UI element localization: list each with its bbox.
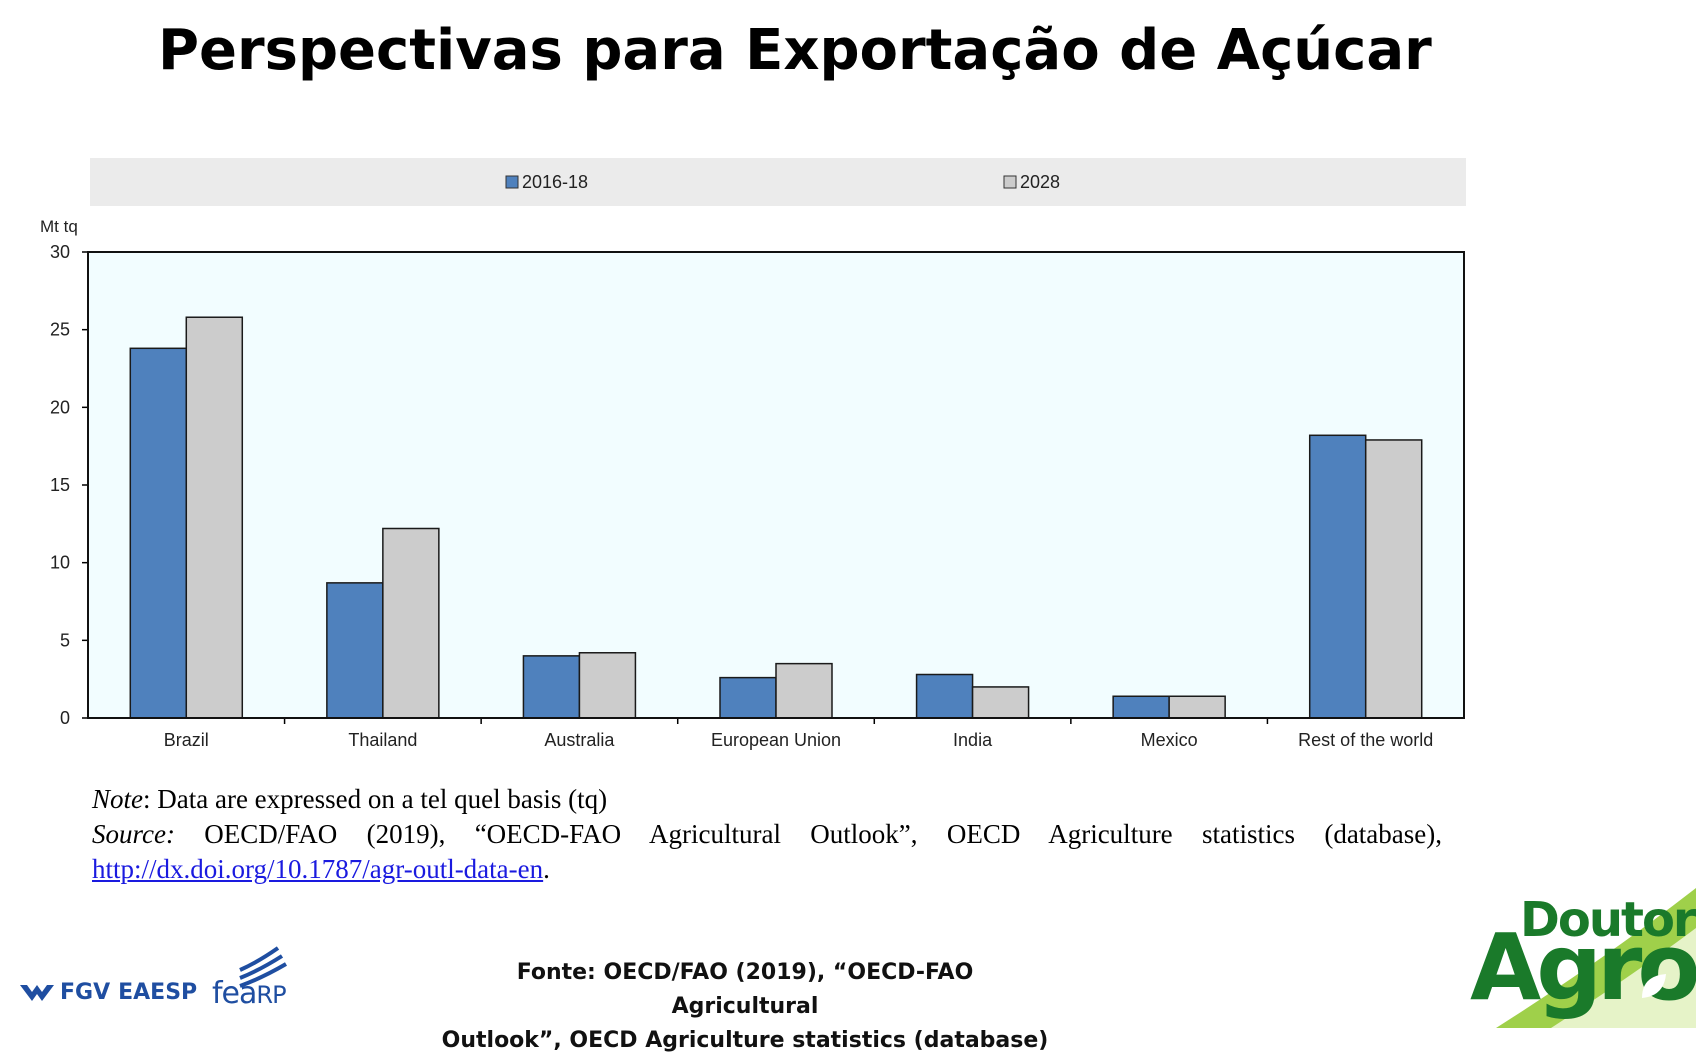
fgv-chevron-icon — [20, 984, 54, 1001]
leaf-icon — [1642, 974, 1666, 998]
doutor-text: Doutor — [1520, 892, 1696, 948]
note-text: : Data are expressed on a tel quel basis… — [143, 784, 608, 814]
bar-2028-india — [971, 686, 1030, 719]
x-tick-label: India — [953, 730, 993, 750]
agro-text: Agro — [1470, 914, 1696, 1021]
x-tick-label: Australia — [544, 730, 615, 750]
bar-2016-18-thailand — [326, 582, 384, 719]
fea-text: fea — [212, 976, 257, 1011]
link-line: http://dx.doi.org/10.1787/agr-outl-data-… — [92, 852, 1442, 887]
bar-2016-18-rest-of-the-world — [1308, 434, 1367, 719]
source-line: Source: OECD/FAO (2019), “OECD-FAO Agric… — [92, 817, 1442, 852]
sugar-export-chart: 2016-18 2028 Mt tq 0 5 10 15 20 25 30 Brazil Thaila… — [40, 158, 1466, 750]
doutor-agro-logo: Doutor Agro — [1470, 892, 1696, 1028]
y-axis-label: Mt tq — [40, 217, 78, 236]
doi-link[interactable]: http://dx.doi.org/10.1787/agr-outl-data-… — [92, 854, 544, 884]
note-line: Note: Data are expressed on a tel quel b… — [92, 782, 1442, 817]
bar-2028-rest-of-the-world — [1364, 439, 1423, 719]
fea-rp-logo: feaRP — [212, 976, 287, 1011]
footer-source-line-1: Fonte: OECD/FAO (2019), “OECD-FAO Agricu… — [516, 960, 974, 1019]
y-tick-label: 30 — [50, 242, 70, 262]
footer-source: Fonte: OECD/FAO (2019), “OECD-FAO Agricu… — [440, 956, 1050, 1058]
x-tick-label: European Union — [711, 730, 841, 750]
footer-source-line-2: Outlook”, OECD Agriculture statistics (d… — [441, 1028, 1049, 1053]
link-suffix: . — [543, 854, 550, 884]
source-text: OECD/FAO (2019), “OECD-FAO Agricultural … — [174, 819, 1442, 849]
bar-2028-australia — [578, 652, 637, 719]
x-tick-label: Brazil — [164, 730, 209, 750]
y-tick-label: 25 — [50, 320, 70, 340]
x-tick-label: Thailand — [348, 730, 417, 750]
bar-2016-18-european-union — [719, 676, 777, 719]
source-label: Source: — [92, 819, 175, 849]
plot-frame — [87, 251, 1465, 719]
rp-text: RP — [256, 981, 286, 1009]
x-tick-label: Mexico — [1141, 730, 1198, 750]
legend-swatch-2016-18 — [505, 175, 519, 189]
note-label: Note — [92, 784, 143, 814]
page-title: Perspectivas para Exportação de Açúcar — [158, 18, 1432, 83]
fgv-text: FGV — [60, 980, 111, 1005]
y-tick-label: 5 — [60, 630, 70, 650]
chart-note: Note: Data are expressed on a tel quel b… — [92, 782, 1442, 887]
bar-2016-18-mexico — [1112, 695, 1170, 719]
fea-lines-icon — [239, 946, 288, 988]
bar-2028-european-union — [775, 662, 833, 719]
bar-2028-thailand — [382, 527, 440, 719]
y-tick-label: 15 — [50, 475, 70, 495]
fgv-eaesp-logo: FGV EAESP — [20, 980, 197, 1005]
bar-2028-mexico — [1168, 695, 1226, 719]
bar-2016-18-australia — [522, 655, 581, 719]
x-tick-label: Rest of the world — [1298, 730, 1433, 750]
bar-2028-brazil — [185, 316, 244, 719]
y-tick-label: 0 — [60, 708, 70, 728]
y-tick-label: 10 — [50, 553, 70, 573]
legend-swatch-2028 — [1003, 175, 1017, 189]
plot-background — [88, 252, 1464, 718]
bar-2016-18-india — [915, 673, 974, 719]
legend-label-2028: 2028 — [1020, 172, 1060, 192]
eaesp-text: EAESP — [118, 980, 198, 1005]
bar-2016-18-brazil — [129, 347, 188, 719]
y-tick-label: 20 — [50, 397, 70, 417]
legend-band — [90, 158, 1466, 206]
legend-label-2016-18: 2016-18 — [522, 172, 588, 192]
